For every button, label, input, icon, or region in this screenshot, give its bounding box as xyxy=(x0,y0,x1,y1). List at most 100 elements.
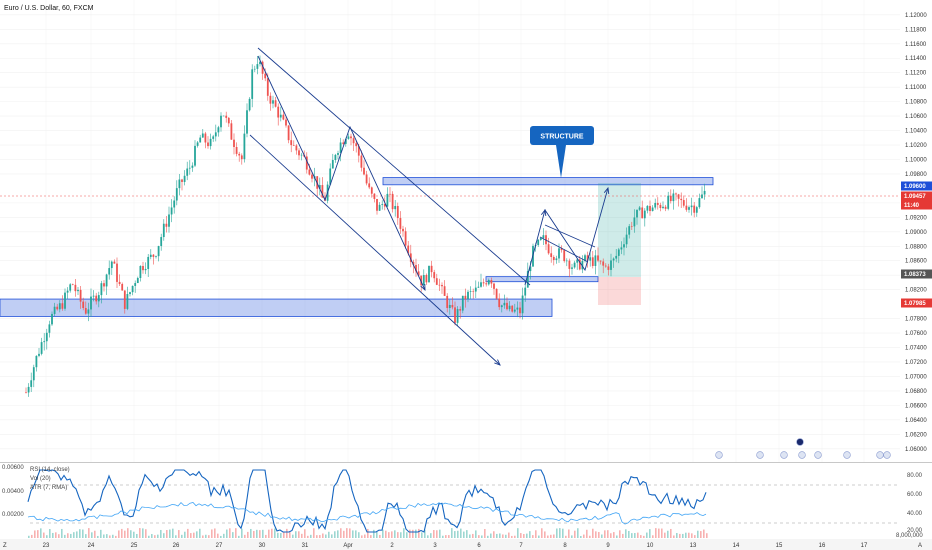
candle-body xyxy=(638,207,641,210)
candle-body xyxy=(305,156,308,170)
volume-bar xyxy=(67,533,69,538)
volume-bar xyxy=(283,531,285,538)
candle-body xyxy=(321,185,324,198)
candle-body xyxy=(448,304,451,309)
candle-body xyxy=(95,295,98,302)
candle-body xyxy=(222,115,225,117)
candle-body xyxy=(272,100,274,104)
candle-body xyxy=(396,205,399,219)
structure-callout[interactable]: STRUCTURE xyxy=(530,126,594,178)
price-tick-label: 1.10000 xyxy=(905,157,927,163)
price-axis[interactable]: 1.12000 1.11800 1.11600 1.11400 1.11200 1.110… xyxy=(900,0,932,462)
candle-body xyxy=(688,207,690,210)
price-tag-label: 11:40 xyxy=(904,203,920,209)
volume-bar xyxy=(523,534,525,538)
candle-body xyxy=(703,190,706,195)
candle-body xyxy=(264,73,267,79)
price-tick-label: 1.06400 xyxy=(905,418,927,424)
candle-body xyxy=(300,154,303,156)
grid xyxy=(0,0,900,462)
scale-toggle-left[interactable]: Z xyxy=(3,543,7,549)
volume-bar xyxy=(595,531,597,538)
volume-bar xyxy=(250,528,252,538)
volume-bar xyxy=(679,533,681,538)
volume-bar xyxy=(697,530,699,538)
economic-events[interactable] xyxy=(715,438,891,459)
volume-bar xyxy=(154,535,156,538)
indicator-pane xyxy=(27,469,900,538)
volume-bar xyxy=(118,530,120,538)
volume-bar xyxy=(268,529,270,538)
candle-body xyxy=(521,295,524,314)
candle-body xyxy=(298,150,300,156)
volume-bar xyxy=(211,529,213,538)
volume-bar xyxy=(187,528,189,538)
volume-bar xyxy=(94,530,96,538)
volume-bar xyxy=(256,529,258,538)
candle-body xyxy=(331,160,334,169)
candle-body xyxy=(552,256,555,260)
candle-body xyxy=(100,283,103,296)
candle-body xyxy=(695,207,698,213)
candle-body xyxy=(412,261,415,265)
candle-body xyxy=(565,260,568,262)
candle-body xyxy=(352,138,355,144)
price-tag-background xyxy=(901,181,932,191)
event-icon xyxy=(796,438,804,446)
candle-body xyxy=(266,78,269,96)
candle-body xyxy=(253,68,256,70)
time-tick-label: 7 xyxy=(519,543,523,549)
volume-bar xyxy=(241,528,243,538)
candle-body xyxy=(469,291,472,292)
time-tick-label: Apr xyxy=(343,543,352,549)
time-axis[interactable]: 23 24 25 26 27 30 31 Apr 2 3 6 7 8 9 10 13 14 15 16 17 xyxy=(43,543,868,549)
volume-bar xyxy=(424,529,426,538)
candle-body xyxy=(493,283,495,289)
volume-bar xyxy=(115,535,117,538)
candle-body xyxy=(51,313,53,325)
volume-bar xyxy=(127,528,129,538)
event-icon xyxy=(756,451,764,459)
flag-top-line xyxy=(544,224,596,248)
volume-bar xyxy=(58,534,60,538)
volume-bar xyxy=(349,528,351,538)
candle-body xyxy=(422,275,425,286)
volume-bar xyxy=(691,533,693,538)
candle-body xyxy=(383,204,386,207)
volume-bar xyxy=(460,528,462,538)
volume-bar xyxy=(295,531,297,538)
volume-bar xyxy=(199,528,201,538)
candle-body xyxy=(456,309,459,323)
volume-bar xyxy=(121,528,123,538)
volume-bar xyxy=(583,534,585,538)
candle-body xyxy=(360,155,363,168)
candle-body xyxy=(547,244,550,254)
candle-body xyxy=(558,248,560,259)
volume-bar xyxy=(640,535,642,538)
candle-body xyxy=(454,307,456,323)
volume-bar xyxy=(571,535,573,538)
volume-bar xyxy=(328,531,330,538)
volume-bar xyxy=(652,535,654,538)
volume-bar xyxy=(445,535,447,538)
ind-left-tick-3: 0.00200 xyxy=(2,512,24,518)
candle-body xyxy=(175,188,178,201)
candle-body xyxy=(64,292,66,309)
time-tick-label: 30 xyxy=(259,543,266,549)
zone-rect xyxy=(382,177,714,186)
candle-body xyxy=(157,246,160,257)
candle-body xyxy=(186,168,189,176)
volume-bar xyxy=(376,532,378,538)
volume-bar xyxy=(46,535,48,538)
candle-body xyxy=(61,303,64,309)
candle-body xyxy=(160,237,163,247)
time-tick-label: 23 xyxy=(43,543,50,549)
scale-toggle-right[interactable]: A xyxy=(918,543,922,549)
candle-body xyxy=(656,202,659,205)
volume-bar xyxy=(550,534,552,538)
volume-bar xyxy=(307,535,309,538)
candle-body xyxy=(568,260,571,269)
volume-bar xyxy=(541,528,543,538)
candle-body xyxy=(285,119,287,126)
